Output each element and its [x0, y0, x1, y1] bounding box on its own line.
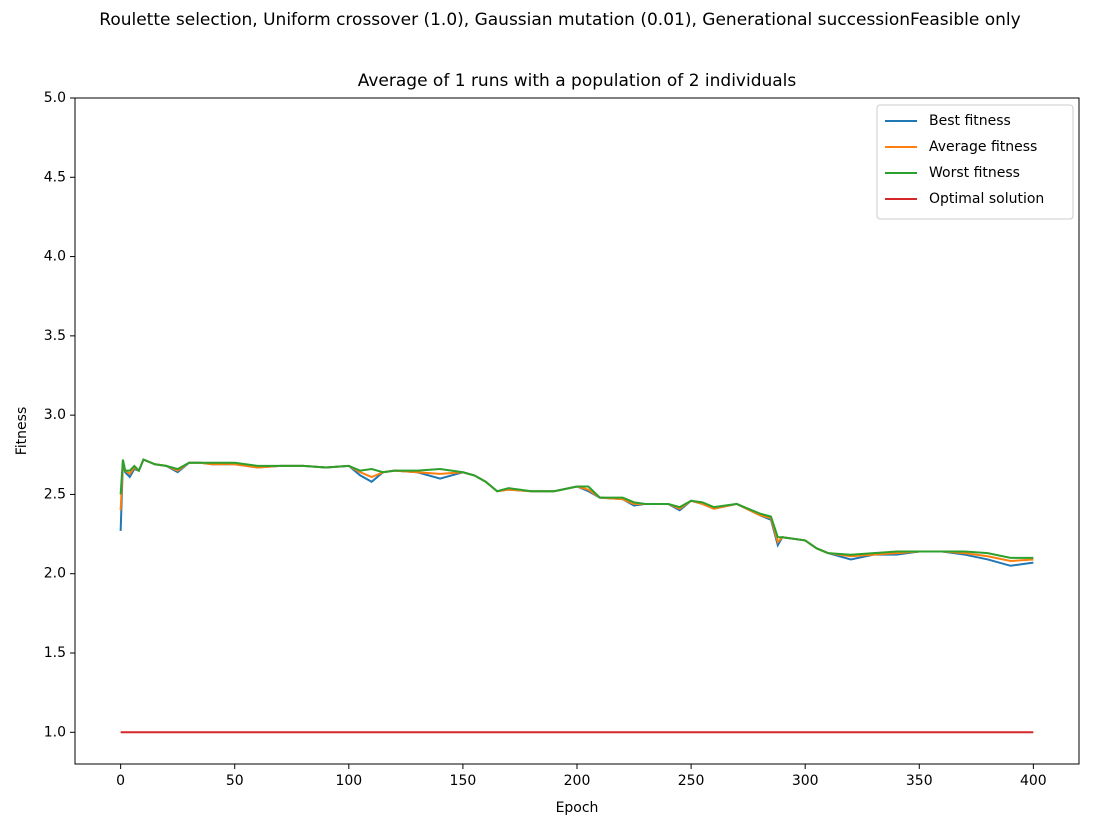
series-line	[119, 458, 1034, 559]
x-tick-label: 200	[564, 773, 591, 789]
x-axis-label: Epoch	[556, 800, 599, 816]
x-tick-label: 350	[906, 773, 933, 789]
x-tick-label: 0	[116, 773, 125, 789]
y-tick-label: 4.5	[44, 169, 66, 185]
y-axis-label: Fitness	[14, 407, 30, 456]
x-tick-label: 250	[678, 773, 705, 789]
x-tick-label: 400	[1020, 773, 1047, 789]
x-tick-label: 150	[450, 773, 477, 789]
legend-box	[876, 104, 1074, 220]
legend-label: Worst fitness	[929, 165, 1020, 181]
legend-label: Optimal solution	[929, 191, 1044, 207]
legend-label: Average fitness	[929, 139, 1037, 155]
y-tick-label: 3.0	[44, 407, 66, 423]
y-tick-label: 2.0	[44, 566, 66, 582]
y-tick-label: 2.5	[44, 486, 66, 502]
x-tick-label: 100	[335, 773, 362, 789]
y-tick-label: 5.0	[44, 90, 66, 106]
y-tick-label: 4.0	[44, 249, 66, 265]
y-tick-label: 1.5	[44, 645, 66, 661]
series-line	[119, 458, 1034, 563]
y-tick-label: 3.5	[44, 328, 66, 344]
chart-title: Average of 1 runs with a population of 2…	[358, 71, 797, 91]
x-tick-label: 300	[792, 773, 819, 789]
suptitle: Roulette selection, Uniform crossover (1…	[99, 10, 1020, 30]
plot-frame	[74, 97, 1080, 765]
x-tick-label: 50	[226, 773, 244, 789]
legend-label: Best fitness	[929, 113, 1011, 129]
series-line	[119, 458, 1034, 567]
y-tick-label: 1.0	[44, 724, 66, 740]
